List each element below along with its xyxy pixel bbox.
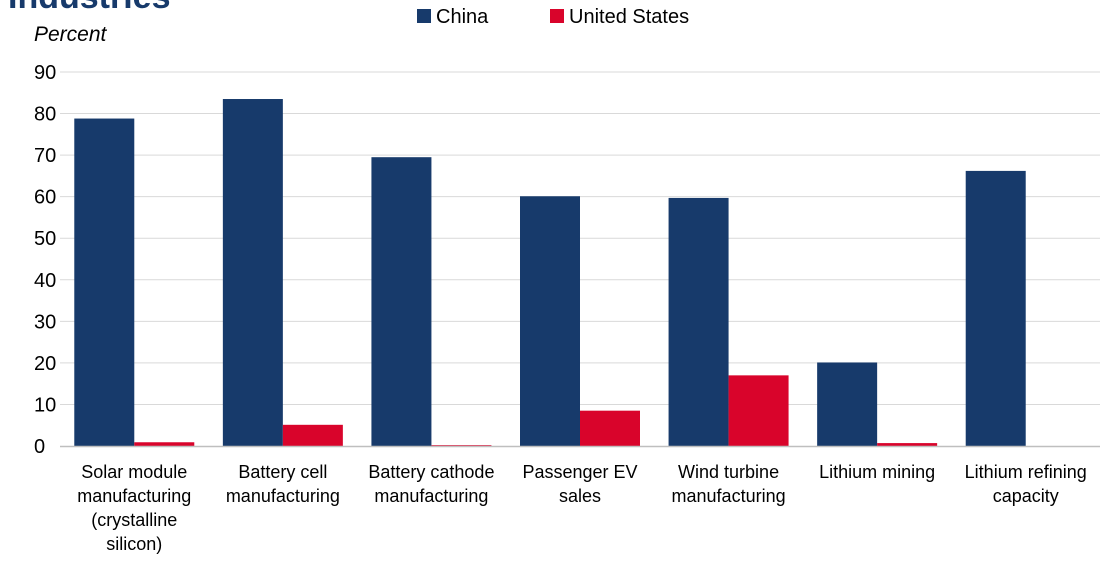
- y-tick-label: 0: [34, 436, 45, 458]
- y-axis-label: Percent: [34, 23, 108, 46]
- x-category-label-line: Lithium mining: [819, 462, 935, 482]
- bar-china: [817, 362, 878, 446]
- bar-china: [371, 157, 432, 446]
- legend-swatch: [417, 9, 431, 23]
- x-category-label: Lithium refining capacity: [965, 462, 1087, 506]
- y-tick-label: 90: [34, 62, 56, 84]
- x-category-label-line: manufacturing: [374, 486, 488, 506]
- y-tick-label: 30: [34, 311, 56, 333]
- x-category-label: Wind turbine manufacturing: [672, 462, 786, 506]
- x-category-label: Battery cell manufacturing: [226, 462, 340, 506]
- x-category-label-line: (crystalline: [91, 510, 177, 530]
- legend-label: United States: [569, 6, 689, 28]
- x-category-label-line: capacity: [993, 486, 1059, 506]
- y-tick-label: 80: [34, 104, 56, 126]
- legend-swatch: [550, 9, 564, 23]
- x-category-label-line: manufacturing: [77, 486, 191, 506]
- x-category-label-line: manufacturing: [672, 486, 786, 506]
- x-category-label-line: Lithium refining: [965, 462, 1087, 482]
- y-tick-label: 50: [34, 228, 56, 250]
- bar-united-states: [580, 410, 640, 446]
- x-category-label-line: silicon): [106, 534, 162, 554]
- x-category-label-line: Battery cathode: [368, 462, 494, 482]
- bars: [74, 99, 1026, 446]
- x-category-label: Solar module manufacturing (crystalline sil…: [77, 462, 191, 554]
- x-category-label-line: Wind turbine: [678, 462, 779, 482]
- bar-united-states: [282, 424, 343, 446]
- legend: China United States: [417, 6, 689, 28]
- y-tick-label: 40: [34, 270, 56, 292]
- bar-china: [520, 196, 580, 446]
- x-category-label: Passenger EV sales: [522, 462, 637, 506]
- x-category-label-line: Solar module: [81, 462, 187, 482]
- chart-title: Industries: [8, 0, 170, 16]
- x-category-label-line: Battery cell: [238, 462, 327, 482]
- y-axis-ticks: 0 10 20 30 40 50 60 70 80 90: [34, 62, 56, 458]
- bar-china: [668, 197, 729, 446]
- bar-united-states: [877, 443, 938, 446]
- y-tick-label: 10: [34, 394, 56, 416]
- legend-label: China: [436, 6, 489, 28]
- x-axis-categories: Solar module manufacturing (crystalline sil…: [77, 462, 1086, 554]
- y-tick-label: 60: [34, 187, 56, 209]
- y-tick-label: 20: [34, 353, 56, 375]
- bar-china: [74, 118, 135, 446]
- x-category-label-line: sales: [559, 486, 601, 506]
- x-category-label-line: manufacturing: [226, 486, 340, 506]
- bar-united-states: [431, 445, 492, 446]
- bar-china: [965, 170, 1026, 446]
- y-tick-label: 70: [34, 145, 56, 167]
- bar-united-states: [728, 375, 789, 446]
- x-category-label: Battery cathode manufacturing: [368, 462, 494, 506]
- x-category-label-line: Passenger EV: [522, 462, 637, 482]
- bar-united-states: [134, 442, 195, 446]
- bar-china: [222, 99, 283, 446]
- x-category-label: Lithium mining: [819, 462, 935, 482]
